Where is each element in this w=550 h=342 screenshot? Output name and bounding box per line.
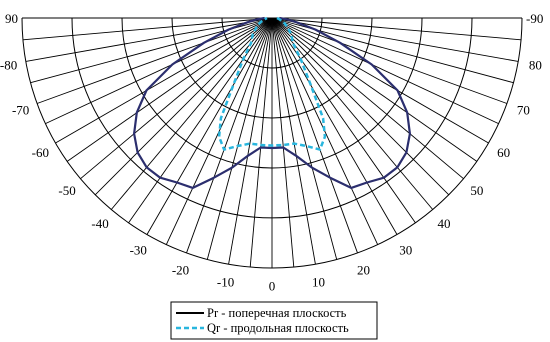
grid-spoke xyxy=(271,17,434,210)
grid-spoke xyxy=(22,17,273,41)
grid-spoke xyxy=(228,17,273,265)
grid-spoke xyxy=(271,17,416,224)
grid-spoke xyxy=(80,17,273,180)
angle-tick-label: 90 xyxy=(5,11,18,26)
grid-spoke xyxy=(271,17,489,144)
grid-spoke xyxy=(249,17,273,268)
grid-spoke xyxy=(66,17,273,162)
angle-tick-label: 20 xyxy=(357,262,370,277)
angle-tick-label: -10 xyxy=(217,274,234,289)
angle-tick-label: 70 xyxy=(517,102,530,117)
angle-tick-label: 0 xyxy=(269,279,276,294)
angle-tick-label: 80 xyxy=(529,57,542,72)
grid-spoke xyxy=(271,17,499,125)
grid-spoke xyxy=(206,17,273,260)
polar-grid xyxy=(21,17,523,269)
angle-tick-label: -70 xyxy=(12,102,29,117)
grid-spoke xyxy=(45,17,273,125)
grid-spoke xyxy=(110,17,273,210)
grid-spoke xyxy=(271,17,508,104)
angle-tick-label: 50 xyxy=(470,183,483,198)
grid-spoke xyxy=(271,17,379,245)
grid-spoke xyxy=(25,17,273,62)
grid-spoke xyxy=(94,17,273,196)
legend-label-pr: Pr - поперечная плоскость xyxy=(207,306,347,320)
angle-tick-label: -80 xyxy=(0,57,17,72)
angle-tick-label: 10 xyxy=(312,274,325,289)
grid-spoke xyxy=(271,17,478,162)
grid-spoke xyxy=(271,17,522,41)
grid-spoke xyxy=(271,17,450,196)
grid-spoke xyxy=(271,17,398,235)
grid-spoke xyxy=(36,17,273,104)
series-line-pr xyxy=(133,16,411,189)
legend: Pr - поперечная плоскость Qr - продольна… xyxy=(170,301,378,340)
grid-spoke xyxy=(271,17,295,268)
grid-spoke xyxy=(271,17,519,62)
grid-spoke xyxy=(271,17,358,254)
legend-label-qr: Qr - продольная плоскость xyxy=(207,321,349,335)
angle-tick-label: 40 xyxy=(437,216,450,231)
grid-spoke xyxy=(165,17,273,245)
angle-tick-label: -50 xyxy=(58,183,75,198)
series-layer xyxy=(133,16,411,189)
grid-spoke xyxy=(128,17,273,224)
grid-spoke xyxy=(271,17,338,260)
angle-tick-label: 60 xyxy=(497,145,510,160)
grid-spoke xyxy=(146,17,273,235)
grid-spoke xyxy=(271,17,316,265)
angle-tick-label: -60 xyxy=(32,145,49,160)
legend-box xyxy=(170,301,378,340)
angle-tick-label: -20 xyxy=(172,262,189,277)
angle-tick-label: 30 xyxy=(399,243,412,258)
series-line-qr xyxy=(217,16,327,151)
angle-tick-label: -30 xyxy=(130,243,147,258)
angle-tick-label: -40 xyxy=(91,216,108,231)
grid-spoke xyxy=(271,17,464,180)
angle-tick-label: -90 xyxy=(526,11,543,26)
grid-spoke xyxy=(55,17,273,144)
angle-tick-labels: 90 80 70 60 50 40 30 20 10 0 -10 -20 -30 -40 -50 -60 -70… xyxy=(0,11,543,294)
grid-spoke xyxy=(186,17,273,254)
